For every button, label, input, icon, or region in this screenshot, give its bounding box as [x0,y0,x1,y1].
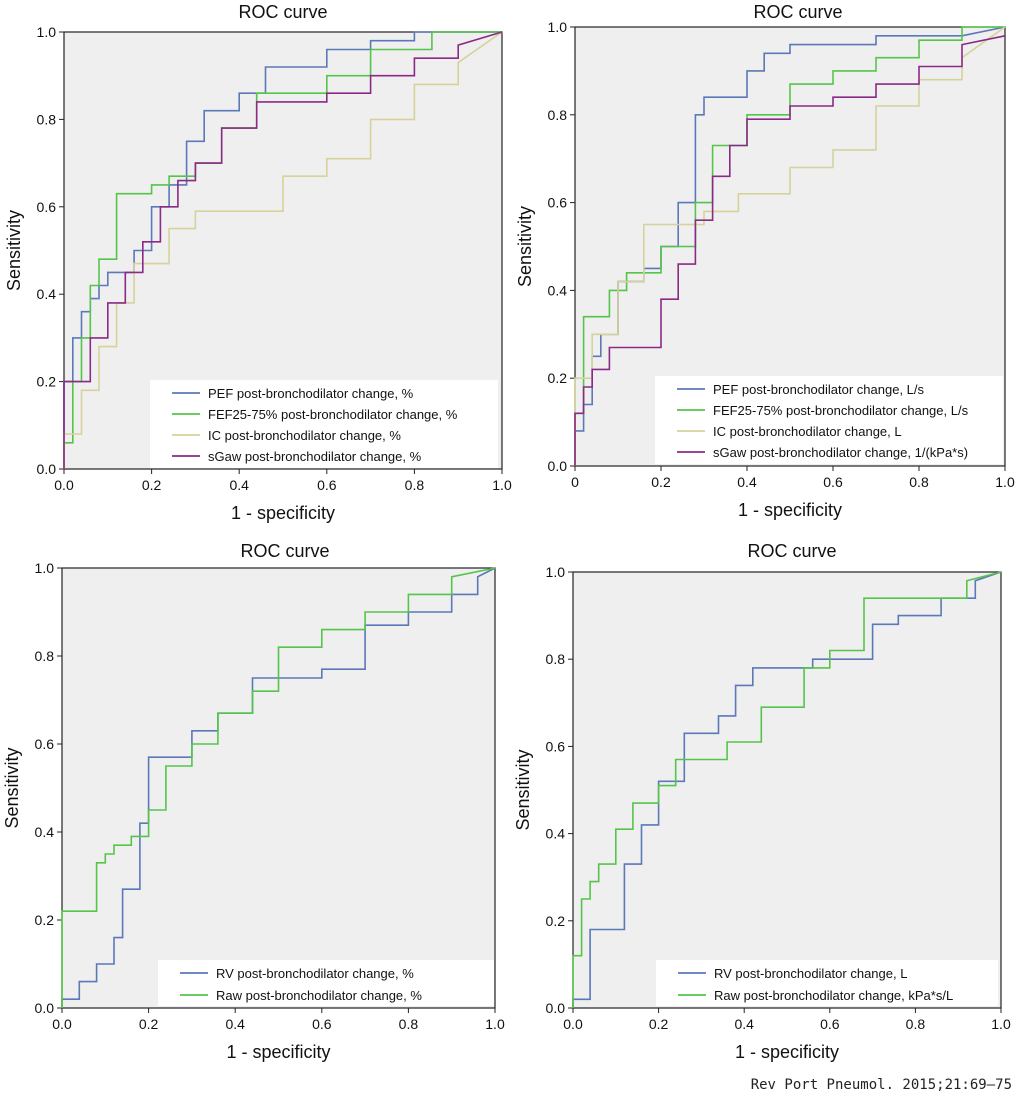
x-tick-label: 0.0 [52,1016,72,1032]
x-tick-label: 0.8 [906,1016,926,1032]
roc-panel-4: ROC curve 0.0 0.2 0.4 0.6 0.8 1.0 0.0 0.2 0.4 0.6 0… [513,541,1011,1062]
y-tick-label: 0.0 [548,458,568,474]
roc-line-blue [572,571,1002,1008]
legend-label: sGaw post-bronchodilator change, 1/(kPa*… [713,445,968,460]
legend-label: sGaw post-bronchodilator change, % [208,449,422,464]
y-tick-label: 0.6 [546,738,566,754]
legend-label: PEF post-bronchodilator change, L/s [713,382,925,397]
x-tick-label: 0.6 [820,1016,840,1032]
x-tick-label: 0.2 [142,477,162,493]
chart-title: ROC curve [753,2,842,22]
roc-line-green [574,26,1005,466]
legend-label: IC post-bronchodilator change, L [713,424,902,439]
legend-label: FEF25-75% post-bronchodilator change, % [208,407,458,422]
y-tick-label: 0.4 [548,282,568,298]
legend-box [656,960,998,1006]
x-tick-label: 0.6 [317,477,337,493]
x-axis-label: 1 - specificity [226,1042,330,1062]
y-tick-label: 0.6 [548,195,568,211]
roc-panel-3: ROC curve 0.0 0.2 0.4 0.6 0.8 1.0 0.0 0.2 0.4 0.6 0… [2,541,505,1062]
roc-panel-2: ROC curve 0 0.2 0.4 0.6 0.8 1.0 0.0 0.2 0.4 0.6 0.8… [515,2,1015,520]
roc-line-purple [63,31,503,469]
y-axis-label: Sensitivity [4,210,24,291]
y-tick-label: 0.8 [546,651,566,667]
roc-line-khaki [574,26,1006,466]
x-tick-label: 1.0 [995,474,1015,490]
x-axis-label: 1 - specificity [231,503,335,523]
legend-box [655,376,1003,464]
y-tick-label: 0.8 [35,648,55,664]
y-tick-label: 0.4 [546,826,566,842]
x-tick-label: 0.4 [225,1016,245,1032]
x-tick-label: 0.8 [405,477,425,493]
x-tick-label: 0.6 [312,1016,332,1032]
legend: RV post-bronchodilator change, % Raw post… [158,960,494,1006]
legend-label: Raw post-bronchodilator change, kPa*s/L [714,988,953,1003]
legend: RV post-bronchodilator change, L Raw post… [656,960,998,1006]
x-tick-label: 0.4 [229,477,249,493]
y-tick-label: 0.6 [37,199,57,215]
y-tick-label: 0.4 [35,824,55,840]
legend-label: PEF post-bronchodilator change, % [208,386,414,401]
y-axis-label: Sensitivity [513,749,533,830]
y-tick-label: 0.2 [35,912,55,928]
chart-title: ROC curve [240,541,329,561]
x-tick-label: 0.2 [651,474,671,490]
y-tick-label: 1.0 [35,560,55,576]
x-tick-label: 1.0 [485,1016,505,1032]
y-tick-label: 0.4 [37,286,57,302]
x-axis-label: 1 - specificity [738,500,842,520]
x-tick-label: 1.0 [991,1016,1011,1032]
roc-line-green [572,571,1002,1008]
x-tick-label: 0.2 [139,1016,159,1032]
y-axis-label: Sensitivity [515,206,535,287]
y-tick-label: 0.8 [548,107,568,123]
y-tick-label: 1.0 [548,19,568,35]
legend-label: IC post-bronchodilator change, % [208,428,401,443]
chart-title: ROC curve [238,2,327,22]
x-tick-label: 0.0 [54,477,74,493]
legend-box [158,960,494,1006]
x-tick-label: 0.4 [734,1016,754,1032]
legend-label: FEF25-75% post-bronchodilator change, L/… [713,403,969,418]
y-tick-label: 0.2 [548,370,568,386]
y-tick-label: 1.0 [546,564,566,580]
legend: PEF post-bronchodilator change, % FEF25-7… [150,380,498,468]
y-tick-label: 1.0 [37,24,57,40]
y-tick-label: 0.0 [546,1000,566,1016]
plot-area [61,567,496,1009]
y-tick-label: 0.6 [35,736,55,752]
y-axis-label: Sensitivity [2,747,22,828]
x-axis-label: 1 - specificity [735,1042,839,1062]
legend-box [150,380,498,468]
citation-source: Rev Port Pneumol. 2015;21:69–75 [750,1077,1012,1093]
chart-title: ROC curve [747,541,836,561]
roc-line-khaki [63,31,503,469]
y-tick-label: 0.2 [546,913,566,929]
roc-line-green [63,31,502,469]
x-tick-label: 0.4 [737,474,757,490]
x-tick-label: 0.8 [909,474,929,490]
roc-line-green [61,567,496,1008]
roc-panel-1: ROC curve 0.0 0.2 0.4 0.6 0.8 1.0 0.0 0.2 0.4 0.6 0… [4,2,512,523]
x-tick-label: 0 [571,474,579,490]
x-tick-label: 0.6 [823,474,843,490]
roc-line-purple [574,35,1006,466]
plot-area [572,571,1002,1009]
y-tick-label: 0.8 [37,111,57,127]
x-tick-label: 1.0 [492,477,512,493]
y-tick-label: 0.0 [35,1000,55,1016]
y-tick-label: 0.2 [37,374,57,390]
y-tick-label: 0.0 [37,461,57,477]
x-tick-label: 0.2 [649,1016,669,1032]
legend-label: RV post-bronchodilator change, L [714,966,907,981]
x-tick-label: 0.8 [399,1016,419,1032]
legend: PEF post-bronchodilator change, L/s FEF25… [655,376,1003,464]
legend-label: Raw post-bronchodilator change, % [216,988,422,1003]
x-tick-label: 0.0 [563,1016,583,1032]
legend-label: RV post-bronchodilator change, % [216,966,414,981]
